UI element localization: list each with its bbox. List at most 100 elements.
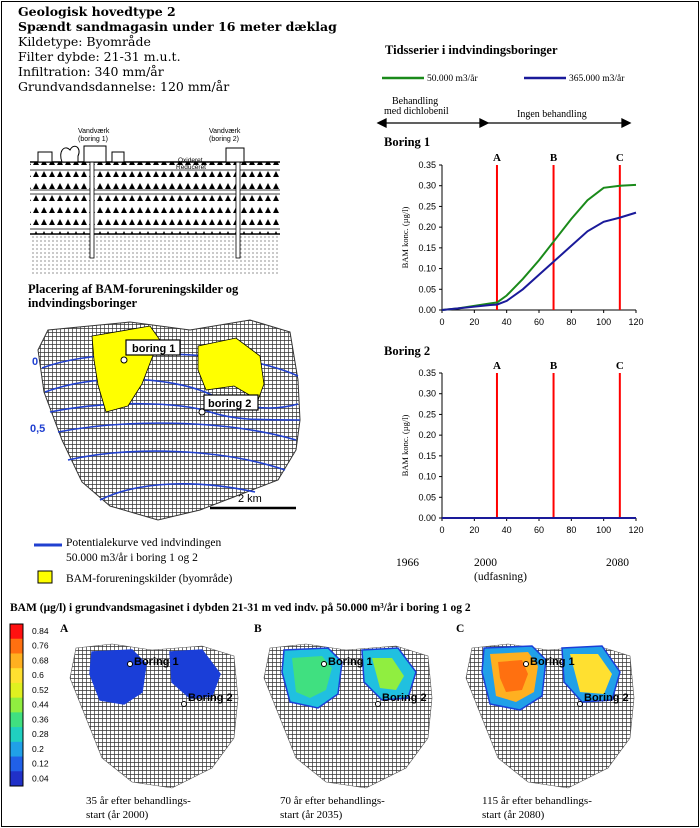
y-tick-label: 0.10 bbox=[418, 472, 436, 482]
y-tick-label: 0.20 bbox=[418, 430, 436, 440]
legend-50000-label: 50.000 m3/år bbox=[427, 73, 478, 84]
header-line-2: Filter dybde: 21-31 m.u.t. bbox=[18, 49, 181, 64]
scale-swatch bbox=[10, 682, 23, 699]
marker-label-A: A bbox=[493, 152, 501, 164]
scale-bar-label: 2 km bbox=[238, 493, 262, 505]
x-tick-label: 0 bbox=[439, 525, 444, 535]
x-tick-label: 100 bbox=[596, 317, 611, 327]
y-tick-label: 0.25 bbox=[418, 201, 436, 211]
scale-label: 0.68 bbox=[32, 655, 49, 665]
header-title: Geologisk hovedtype 2 bbox=[18, 4, 176, 19]
boring1-marker bbox=[127, 661, 133, 667]
scale-swatch bbox=[10, 756, 23, 772]
chart-boring-1: 0.00 0.05 0.10 0.15 0.20 0.25 0.30 0.35 0 20 40 60 8… bbox=[400, 152, 644, 327]
y-tick-label: 0.25 bbox=[418, 409, 436, 419]
y-tick-label: 0.05 bbox=[418, 284, 436, 294]
scale-swatch bbox=[10, 712, 23, 728]
boring1-marker bbox=[523, 661, 529, 667]
panel-letter: C bbox=[456, 623, 464, 635]
panel-letter: A bbox=[60, 623, 69, 635]
boring1-label-box bbox=[125, 339, 181, 356]
series-line-1 bbox=[441, 183, 637, 311]
panel-A: A Boring 1 Boring 2 35 år efter behandlings… bbox=[60, 623, 239, 821]
scale-swatch bbox=[10, 624, 23, 640]
well-2 bbox=[235, 161, 241, 259]
scale-swatch bbox=[10, 741, 23, 758]
y-tick-label: 0.35 bbox=[418, 160, 436, 170]
x-tick-label: 80 bbox=[566, 317, 576, 327]
panel-C: C Boring 1 Boring 2 115 år efter behandling… bbox=[456, 623, 635, 821]
marker-label-C: C bbox=[616, 152, 624, 164]
well1-sublabel: (boring 1) bbox=[78, 136, 108, 143]
panel-B: B Boring 1 Boring 2 70 år efter behandlings… bbox=[254, 623, 433, 821]
x-tick-label: 0 bbox=[439, 317, 444, 327]
scale-label: 0.6 bbox=[32, 670, 44, 680]
x-tick-label: 100 bbox=[596, 525, 611, 535]
phase-arrows bbox=[376, 117, 632, 129]
marker-label-A: A bbox=[493, 360, 501, 372]
scale-label: 0.84 bbox=[32, 626, 49, 636]
y-tick-label: 0.00 bbox=[418, 513, 436, 523]
x-tick-label: 120 bbox=[628, 317, 643, 327]
header-line-4: Grundvandsdannelse: 120 mm/år bbox=[18, 79, 230, 94]
chart1-title: Boring 1 bbox=[384, 135, 430, 149]
catchment-map: 0 0,5 boring 1 boring 2 2 km bbox=[30, 319, 301, 521]
phase-no-treatment: Ingen behandling bbox=[517, 109, 587, 120]
scale-swatch bbox=[10, 727, 23, 743]
boring2-map-label: boring 2 bbox=[208, 398, 251, 410]
scale-label: 0.36 bbox=[32, 714, 49, 724]
y-tick-label: 0.00 bbox=[418, 305, 436, 315]
panel-caption-2: start (år 2080) bbox=[482, 809, 545, 821]
scale-label: 0.76 bbox=[32, 641, 49, 651]
y-tick-label: 0.30 bbox=[418, 389, 436, 399]
contour-label-0: 0 bbox=[32, 356, 38, 368]
marker-label-C: C bbox=[616, 360, 624, 372]
reduced-label: Reduceret bbox=[176, 164, 206, 171]
clay-layer bbox=[30, 162, 280, 234]
well2-sublabel: (boring 2) bbox=[209, 136, 239, 143]
scale-border bbox=[9, 623, 24, 787]
x-tick-label: 80 bbox=[566, 525, 576, 535]
scale-label: 0.12 bbox=[32, 759, 49, 769]
boring1-label: Boring 1 bbox=[328, 656, 373, 668]
oxidized-label: Oxideret bbox=[178, 157, 203, 164]
y-tick-label: 0.20 bbox=[418, 222, 436, 232]
concentration-panels: A Boring 1 Boring 2 35 år efter behandlings… bbox=[60, 623, 635, 821]
scale-swatch bbox=[10, 668, 23, 684]
scale-label: 0.28 bbox=[32, 729, 49, 739]
scale-label: 0.44 bbox=[32, 700, 49, 710]
series-line-2 bbox=[441, 211, 637, 311]
y-tick-label: 0.15 bbox=[418, 243, 436, 253]
map-title-2: indvindingsboringer bbox=[28, 296, 138, 310]
cross-section: Vandværk (boring 1) Vandværk (boring 2) … bbox=[30, 128, 280, 276]
boring1-label: Boring 1 bbox=[530, 656, 575, 668]
panel-caption-1: 70 år efter behandlings- bbox=[280, 795, 385, 807]
phase-treatment-2: med dichlobenil bbox=[384, 106, 449, 117]
boring2-marker bbox=[198, 408, 206, 416]
panel-caption-2: start (år 2000) bbox=[86, 809, 149, 821]
boring1-marker bbox=[321, 661, 327, 667]
map-title-1: Placering af BAM-forureningskilder og bbox=[28, 282, 239, 296]
boring2-marker bbox=[375, 701, 381, 707]
x-tick-label: 20 bbox=[469, 525, 479, 535]
waterworks-2 bbox=[225, 147, 245, 163]
scale-swatch bbox=[10, 771, 23, 787]
sand-layer bbox=[30, 234, 280, 276]
scale-swatch bbox=[10, 653, 23, 669]
boring2-label: Boring 2 bbox=[382, 692, 427, 704]
x-tick-label: 60 bbox=[534, 525, 544, 535]
boring2-label: Boring 2 bbox=[188, 692, 233, 704]
x-tick-label: 60 bbox=[534, 317, 544, 327]
scale-label: 0.04 bbox=[32, 773, 49, 783]
legend-contour-text: Potentialekurve ved indvindingen bbox=[66, 537, 221, 549]
waterworks-1 bbox=[83, 145, 107, 163]
y-tick-label: 0.15 bbox=[418, 451, 436, 461]
legend-source-text: BAM-forureningskilder (byområde) bbox=[66, 572, 233, 585]
contour-label-05: 0,5 bbox=[30, 423, 45, 435]
header-subtitle: Spændt sandmagasin under 16 meter dæklag bbox=[18, 19, 337, 34]
legend-365000-label: 365.000 m3/år bbox=[569, 73, 625, 84]
timeseries-title: Tidsserier i indvindingsboringer bbox=[385, 43, 558, 57]
boring1-label: Boring 1 bbox=[134, 656, 179, 668]
scale-swatch bbox=[10, 697, 23, 713]
